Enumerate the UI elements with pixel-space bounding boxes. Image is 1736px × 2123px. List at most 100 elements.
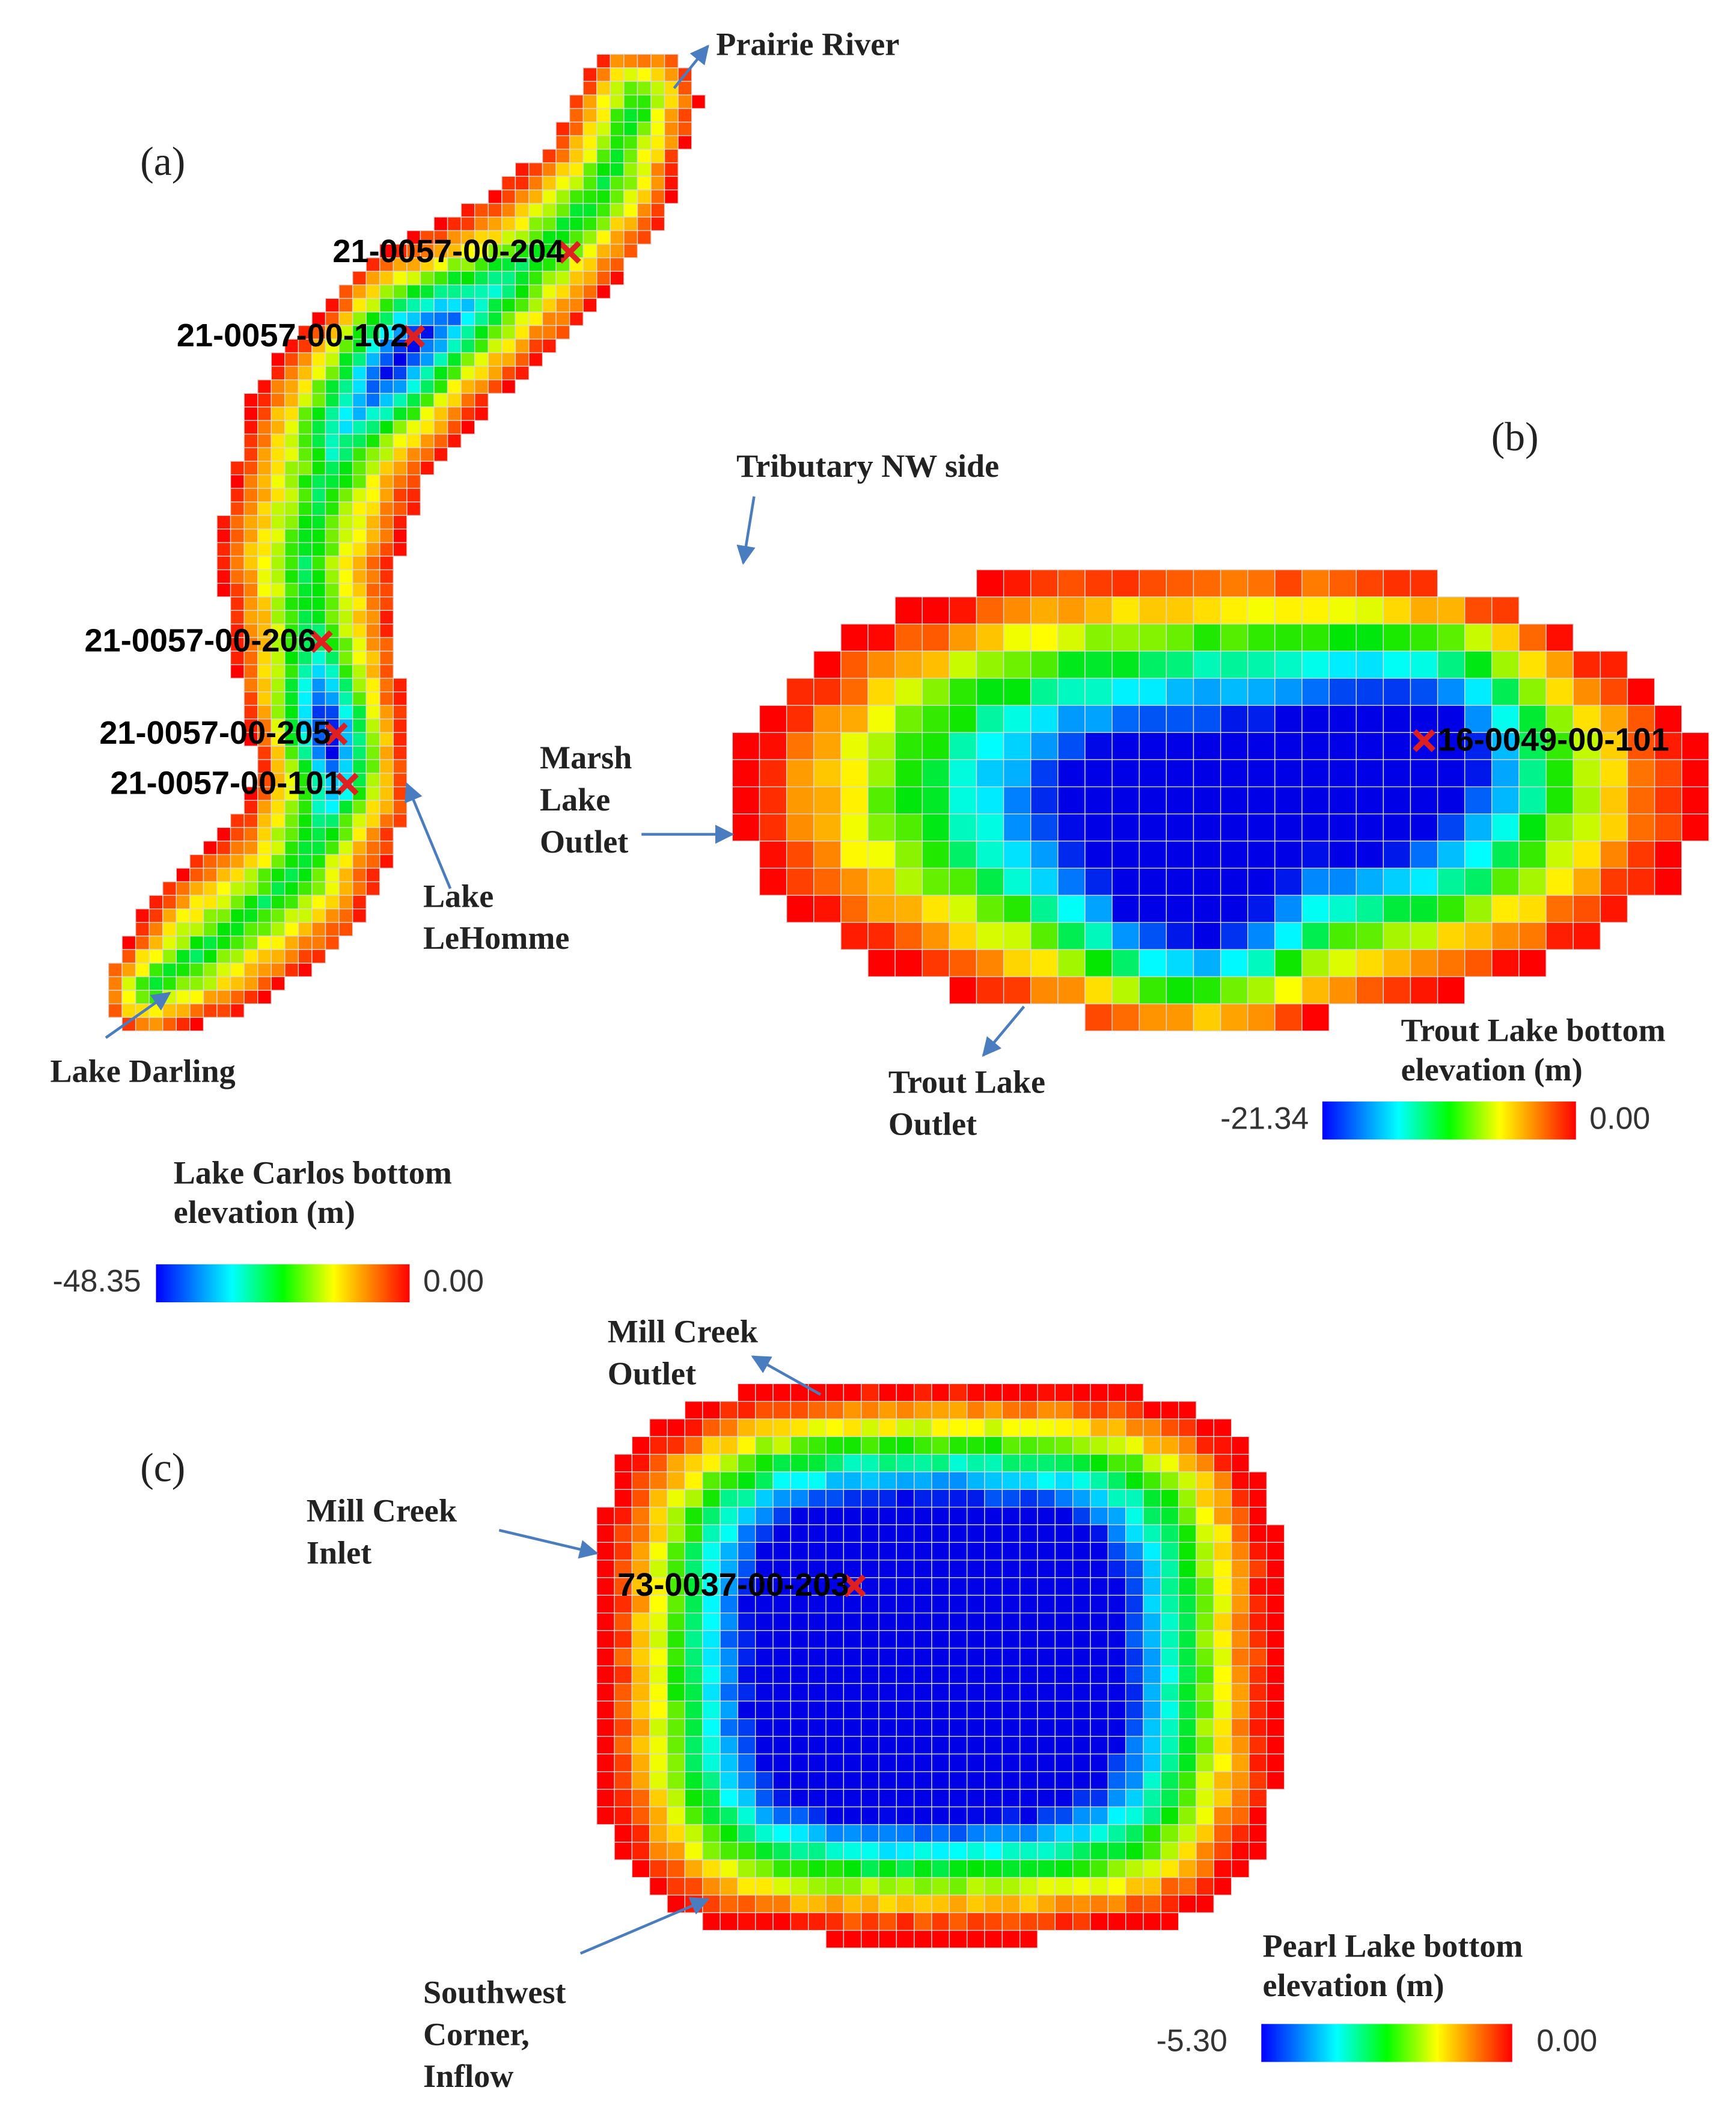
grid-cell bbox=[216, 515, 231, 530]
grid-cell bbox=[230, 976, 245, 991]
grid-cell bbox=[894, 623, 923, 652]
grid-cell bbox=[878, 1806, 897, 1825]
grid-cell bbox=[1213, 1789, 1232, 1807]
grid-cell bbox=[1627, 813, 1655, 842]
grid-cell bbox=[614, 1806, 633, 1825]
grid-cell bbox=[311, 949, 326, 964]
grid-cell bbox=[649, 1859, 668, 1878]
grid-cell bbox=[684, 1471, 703, 1490]
grid-cell bbox=[420, 271, 435, 286]
grid-cell bbox=[474, 406, 489, 421]
grid-cell bbox=[1213, 1700, 1232, 1720]
grid-cell bbox=[311, 528, 326, 544]
grid-cell bbox=[515, 216, 530, 231]
grid-cell bbox=[1266, 1630, 1285, 1649]
grid-cell bbox=[1220, 841, 1249, 869]
grid-cell bbox=[649, 1842, 668, 1860]
grid-cell bbox=[808, 1524, 827, 1543]
grid-cell bbox=[325, 366, 340, 381]
grid-cell bbox=[298, 352, 313, 367]
grid-cell bbox=[1249, 1524, 1268, 1543]
grid-cell bbox=[569, 108, 584, 123]
grid-cell bbox=[1178, 1736, 1197, 1754]
grid-cell bbox=[1178, 1824, 1197, 1843]
grid-cell bbox=[257, 949, 272, 964]
grid-cell bbox=[1125, 1876, 1144, 1896]
grid-cell bbox=[338, 881, 353, 896]
grid-cell bbox=[379, 583, 394, 598]
grid-cell bbox=[243, 515, 258, 530]
grid-cell bbox=[108, 963, 123, 978]
grid-cell bbox=[813, 651, 842, 679]
grid-cell bbox=[702, 1418, 721, 1438]
arrow bbox=[498, 1528, 599, 1559]
grid-cell bbox=[637, 216, 652, 231]
grid-cell bbox=[684, 1436, 703, 1455]
grid-cell bbox=[867, 922, 896, 951]
grid-cell bbox=[121, 936, 136, 951]
grid-cell bbox=[610, 271, 625, 286]
grid-cell bbox=[1107, 1612, 1126, 1631]
grid-cell bbox=[631, 1859, 650, 1878]
grid-cell bbox=[737, 1806, 756, 1825]
grid-cell bbox=[737, 1471, 756, 1490]
grid-cell bbox=[1160, 1753, 1179, 1772]
grid-cell bbox=[1054, 1418, 1074, 1438]
grid-cell bbox=[230, 664, 245, 679]
grid-cell bbox=[808, 1683, 827, 1702]
grid-cell bbox=[352, 393, 367, 408]
grid-cell bbox=[631, 1806, 650, 1825]
annotation: Mill Creek bbox=[307, 1492, 457, 1528]
grid-cell bbox=[737, 1418, 756, 1438]
grid-cell bbox=[1301, 678, 1330, 706]
grid-cell bbox=[737, 1700, 756, 1720]
grid-cell bbox=[914, 1842, 932, 1860]
grid-cell bbox=[772, 1895, 792, 1913]
grid-cell bbox=[1437, 868, 1466, 896]
grid-cell bbox=[878, 1929, 897, 1949]
grid-cell bbox=[528, 311, 543, 326]
grid-cell bbox=[1143, 1489, 1162, 1508]
grid-cell bbox=[737, 1824, 756, 1843]
grid-cell bbox=[861, 1418, 879, 1438]
grid-cell bbox=[298, 800, 313, 815]
grid-cell bbox=[311, 433, 326, 449]
grid-cell bbox=[755, 1436, 774, 1455]
grid-cell bbox=[1090, 1506, 1109, 1525]
grid-cell bbox=[772, 1700, 792, 1720]
grid-cell bbox=[582, 176, 598, 191]
colorbar bbox=[1261, 2024, 1512, 2062]
grid-cell bbox=[338, 800, 353, 815]
grid-cell bbox=[257, 881, 272, 896]
grid-cell bbox=[931, 1506, 950, 1525]
grid-cell bbox=[914, 1454, 932, 1472]
grid-cell bbox=[732, 786, 760, 815]
grid-cell bbox=[1249, 1789, 1268, 1807]
grid-cell bbox=[1111, 705, 1140, 734]
grid-cell bbox=[298, 501, 313, 516]
grid-cell bbox=[284, 433, 299, 449]
grid-cell bbox=[474, 271, 489, 286]
grid-cell bbox=[1143, 1612, 1162, 1631]
grid-cell bbox=[1090, 1771, 1109, 1790]
grid-cell bbox=[352, 556, 367, 571]
grid-cell bbox=[637, 67, 652, 82]
grid-cell bbox=[732, 732, 760, 761]
grid-cell bbox=[1213, 1630, 1232, 1649]
colorbar bbox=[156, 1264, 410, 1302]
grid-cell bbox=[270, 447, 286, 462]
grid-cell bbox=[487, 379, 503, 394]
grid-cell bbox=[1090, 1454, 1109, 1472]
grid-cell bbox=[984, 1665, 1003, 1684]
grid-cell bbox=[243, 583, 258, 598]
grid-cell bbox=[1213, 1771, 1232, 1790]
grid-cell bbox=[569, 121, 584, 136]
grid-cell bbox=[1125, 1506, 1144, 1525]
grid-cell bbox=[338, 813, 353, 828]
grid-cell bbox=[216, 528, 231, 544]
grid-cell bbox=[1107, 1665, 1126, 1684]
grid-cell bbox=[176, 976, 191, 991]
grid-cell bbox=[1107, 1771, 1126, 1790]
grid-cell bbox=[931, 1383, 950, 1402]
grid-cell bbox=[1030, 868, 1059, 896]
